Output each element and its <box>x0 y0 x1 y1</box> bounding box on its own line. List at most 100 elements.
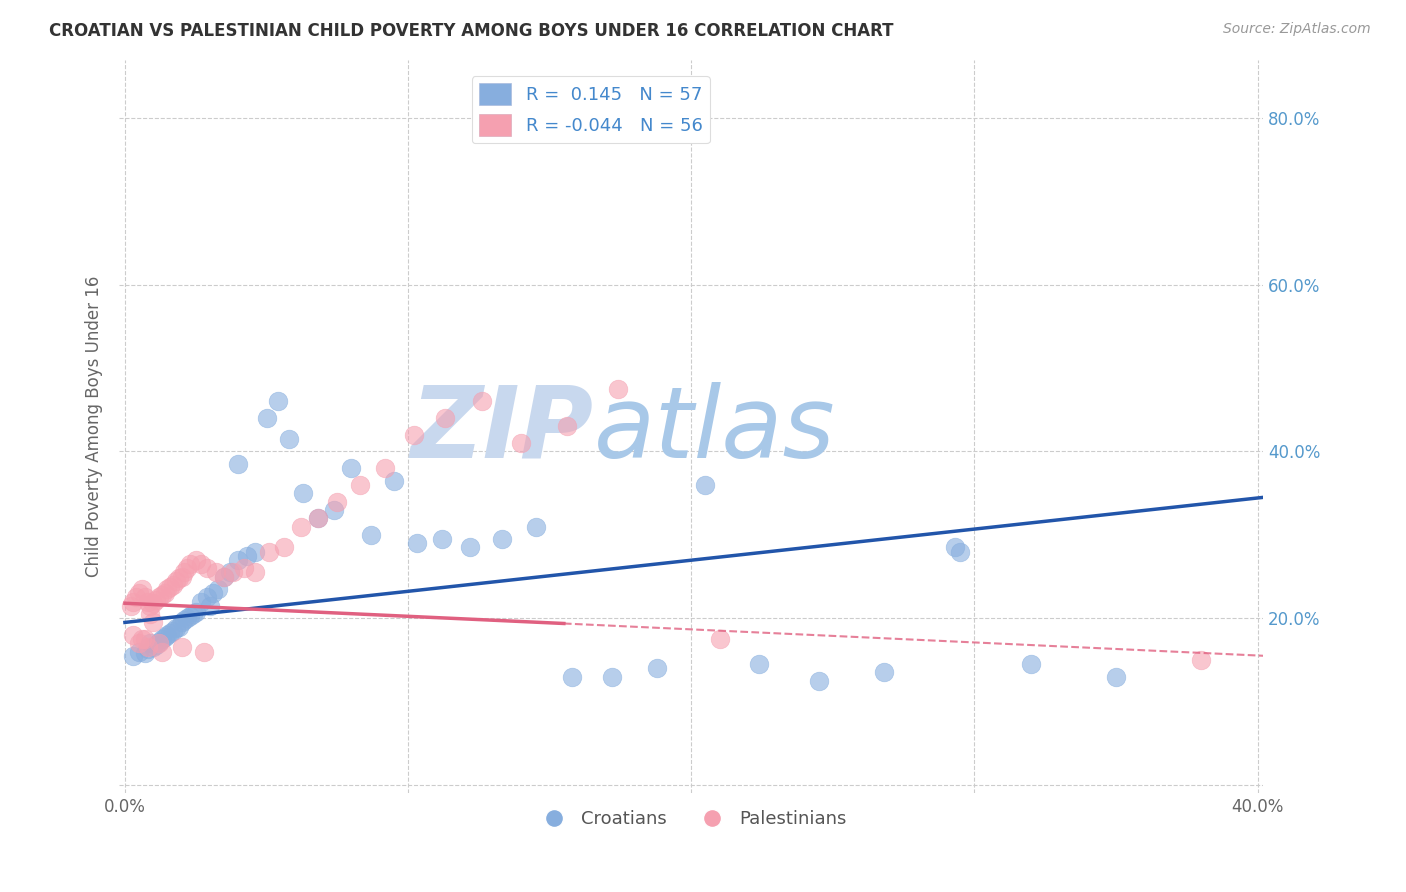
Point <box>139 599 162 613</box>
Point <box>218 566 240 580</box>
Point <box>259 544 281 558</box>
Point <box>165 621 187 635</box>
Point <box>195 591 218 605</box>
Text: Source: ZipAtlas.com: Source: ZipAtlas.com <box>1223 22 1371 37</box>
Point <box>245 566 267 580</box>
Point <box>460 541 482 555</box>
Point <box>382 474 405 488</box>
Point <box>235 549 257 563</box>
Point <box>167 619 190 633</box>
Point <box>176 611 198 625</box>
Point <box>128 644 150 658</box>
Point <box>204 566 226 580</box>
Point <box>170 569 193 583</box>
Point <box>165 574 187 588</box>
Point <box>142 640 165 655</box>
Point <box>1019 657 1042 672</box>
Point <box>207 582 229 596</box>
Point <box>561 670 583 684</box>
Text: CROATIAN VS PALESTINIAN CHILD POVERTY AMONG BOYS UNDER 16 CORRELATION CHART: CROATIAN VS PALESTINIAN CHILD POVERTY AM… <box>49 22 894 40</box>
Point <box>159 580 181 594</box>
Point <box>307 511 329 525</box>
Point <box>606 382 628 396</box>
Point <box>193 644 215 658</box>
Point <box>179 557 201 571</box>
Point <box>145 638 167 652</box>
Point <box>807 673 830 688</box>
Point <box>142 596 165 610</box>
Point <box>120 599 142 613</box>
Point <box>226 457 249 471</box>
Point <box>150 632 173 646</box>
Point <box>524 519 547 533</box>
Point <box>153 630 176 644</box>
Point <box>600 670 623 684</box>
Point <box>136 640 159 655</box>
Point <box>131 582 153 596</box>
Point <box>943 541 966 555</box>
Point <box>555 419 578 434</box>
Point <box>221 566 243 580</box>
Point <box>1189 653 1212 667</box>
Point <box>122 628 145 642</box>
Point <box>148 636 170 650</box>
Point <box>267 394 290 409</box>
Point <box>471 394 494 409</box>
Point <box>360 528 382 542</box>
Point <box>873 665 896 680</box>
Point <box>212 569 235 583</box>
Point <box>142 615 165 630</box>
Point <box>181 607 204 621</box>
Point <box>709 632 731 646</box>
Text: atlas: atlas <box>595 382 835 479</box>
Point <box>134 646 156 660</box>
Point <box>226 553 249 567</box>
Point <box>292 486 315 500</box>
Point <box>128 636 150 650</box>
Y-axis label: Child Poverty Among Boys Under 16: Child Poverty Among Boys Under 16 <box>86 276 103 577</box>
Point <box>139 607 162 621</box>
Point <box>176 561 198 575</box>
Point <box>1105 670 1128 684</box>
Point <box>122 594 145 608</box>
Point <box>491 532 513 546</box>
Legend: Croatians, Palestinians: Croatians, Palestinians <box>529 803 853 836</box>
Point <box>162 578 184 592</box>
Point <box>430 532 453 546</box>
Point <box>167 571 190 585</box>
Point <box>173 566 195 580</box>
Point <box>150 588 173 602</box>
Point <box>134 632 156 646</box>
Point <box>159 626 181 640</box>
Point <box>173 613 195 627</box>
Point <box>201 586 224 600</box>
Point <box>128 586 150 600</box>
Point <box>134 591 156 605</box>
Point <box>148 591 170 605</box>
Point <box>273 541 295 555</box>
Point <box>184 553 207 567</box>
Point <box>179 608 201 623</box>
Point <box>125 591 148 605</box>
Point <box>245 544 267 558</box>
Point <box>433 411 456 425</box>
Point <box>122 648 145 663</box>
Point <box>323 503 346 517</box>
Point <box>256 411 278 425</box>
Point <box>136 594 159 608</box>
Point <box>162 624 184 638</box>
Point <box>748 657 770 672</box>
Point <box>402 427 425 442</box>
Point <box>136 642 159 657</box>
Point <box>153 586 176 600</box>
Point <box>232 561 254 575</box>
Point <box>349 478 371 492</box>
Point <box>195 561 218 575</box>
Point <box>647 661 669 675</box>
Point <box>184 605 207 619</box>
Point <box>170 615 193 630</box>
Point <box>145 593 167 607</box>
Point <box>307 511 329 525</box>
Point <box>150 644 173 658</box>
Point <box>156 582 179 596</box>
